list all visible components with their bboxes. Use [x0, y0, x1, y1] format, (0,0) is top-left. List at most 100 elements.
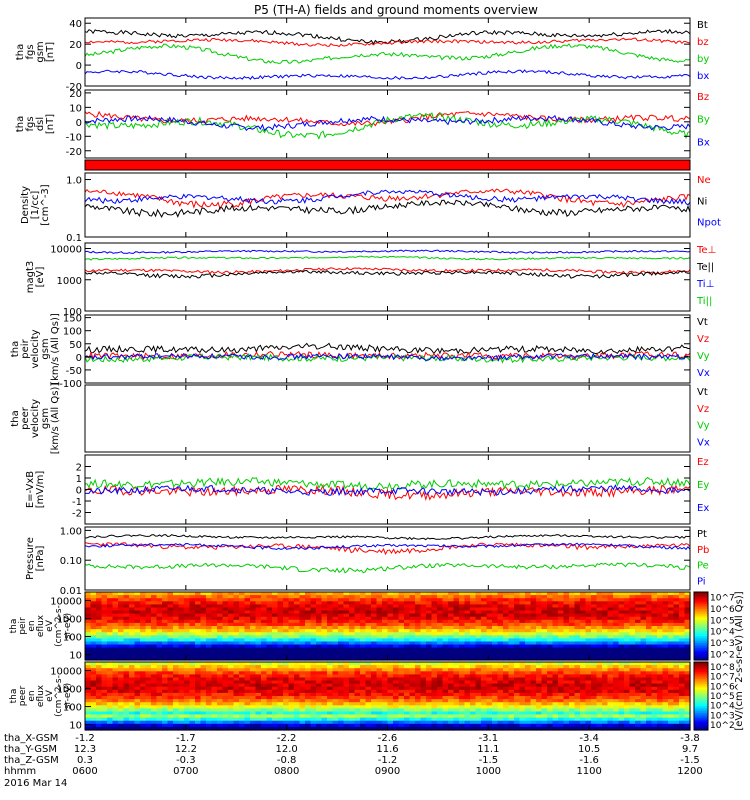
spectrogram-cell	[107, 665, 114, 669]
spectrogram-cell	[85, 699, 92, 703]
spectrogram-cell	[184, 610, 191, 615]
ylabel-line: [cm^-3]	[40, 184, 51, 225]
spectrogram-cell	[475, 641, 482, 646]
spectrogram-cell	[673, 629, 680, 633]
spectrogram-cell	[239, 717, 246, 722]
spectrogram-cell	[596, 711, 603, 716]
spectrogram-cell	[486, 686, 493, 691]
spectrogram-cell	[371, 595, 378, 599]
spectrogram-cell	[437, 726, 444, 731]
spectrogram-cell	[277, 638, 284, 643]
spectrogram-cell	[580, 653, 587, 658]
spectrogram-cell	[140, 607, 147, 612]
spectrogram-cell	[547, 595, 554, 599]
ylabel-line: tha	[15, 116, 26, 132]
spectrogram-cell	[112, 711, 119, 716]
spectrogram-cell	[459, 626, 466, 630]
spectrogram-cell	[442, 692, 449, 697]
spectrogram-cell	[90, 717, 97, 722]
spectrogram-cell	[393, 638, 400, 643]
spectrogram-cell	[360, 662, 367, 666]
colorbar-cell	[694, 627, 708, 630]
spectrogram-cell	[118, 619, 125, 624]
spectrogram-cell	[525, 702, 532, 706]
spectrogram-cell	[574, 613, 581, 618]
spectrogram-cell	[107, 607, 114, 612]
spectrogram-cell	[574, 726, 581, 731]
spectrogram-cell	[376, 662, 383, 666]
spectrogram-cell	[266, 714, 273, 719]
spectrogram-cell	[299, 641, 306, 646]
spectrogram-cell	[288, 662, 295, 666]
spectrogram-cell	[140, 595, 147, 599]
spectrogram-cell	[596, 592, 603, 596]
spectrogram-cell	[310, 626, 317, 630]
spectrogram-cell	[332, 653, 339, 658]
spectrogram-cell	[481, 604, 488, 609]
colorbar-cell	[694, 624, 708, 627]
spectrogram-cell	[420, 613, 427, 618]
spectrogram-cell	[519, 616, 526, 621]
spectrogram-cell	[574, 683, 581, 688]
spectrogram-cell	[585, 671, 592, 675]
spectrogram-cell	[420, 644, 427, 649]
spectrogram-cell	[338, 644, 345, 649]
spectrogram-cell	[332, 720, 339, 725]
spectrogram-cell	[261, 708, 268, 713]
spectrogram-cell	[349, 726, 356, 731]
spectrogram-cell	[140, 683, 147, 688]
spectrogram-cell	[497, 711, 504, 716]
spectrogram-cell	[426, 647, 433, 652]
spectrogram-cell	[651, 638, 658, 643]
spectrogram-cell	[228, 699, 235, 703]
spectrogram-cell	[481, 592, 488, 596]
spectrogram-cell	[101, 592, 108, 596]
spectrogram-cell	[162, 601, 169, 605]
spectrogram-cell	[640, 629, 647, 633]
spectrogram-cell	[431, 683, 438, 688]
spectrogram-cell	[162, 717, 169, 722]
spectrogram-cell	[107, 598, 114, 602]
spectrogram-cell	[376, 610, 383, 615]
spectrogram-cell	[283, 677, 290, 682]
spectrogram-cell	[580, 607, 587, 612]
spectrogram-cell	[673, 601, 680, 605]
spectrogram-cell	[222, 708, 229, 713]
spectrogram-cell	[547, 723, 554, 728]
spectrogram-cell	[338, 723, 345, 728]
spectrogram-cell	[448, 610, 455, 615]
spectrogram-cell	[173, 699, 180, 703]
spectrogram-cell	[657, 629, 664, 633]
spectrogram-cell	[591, 662, 598, 666]
spectrogram-cell	[310, 653, 317, 658]
spectrogram-cell	[415, 674, 422, 679]
spectrogram-cell	[316, 635, 323, 639]
spectrogram-cell	[228, 622, 235, 627]
spectrogram-cell	[255, 650, 262, 655]
spectrogram-cell	[310, 689, 317, 694]
spectrogram-cell	[239, 641, 246, 646]
spectrogram-cell	[156, 689, 163, 694]
spectrogram-cell	[145, 662, 152, 666]
spectrogram-cell	[448, 598, 455, 602]
spectrogram-cell	[519, 607, 526, 612]
spectrogram-cell	[442, 635, 449, 639]
spectrogram-cell	[492, 601, 499, 605]
spectrogram-cell	[261, 598, 268, 602]
spectrogram-cell	[552, 595, 559, 599]
spectrogram-cell	[156, 607, 163, 612]
spectrogram-cell	[266, 708, 273, 713]
spectrogram-cell	[244, 726, 251, 731]
spectrogram-cell	[96, 653, 103, 658]
spectrogram-cell	[585, 626, 592, 630]
spectrogram-cell	[173, 653, 180, 658]
spectrogram-cell	[96, 641, 103, 646]
spectrogram-cell	[195, 683, 202, 688]
spectrogram-cell	[101, 671, 108, 675]
spectrogram-cell	[640, 595, 647, 599]
spectrogram-cell	[613, 677, 620, 682]
spectrogram-cell	[563, 720, 570, 725]
spectrogram-cell	[470, 604, 477, 609]
spectrogram-cell	[255, 595, 262, 599]
spectrogram-cell	[404, 668, 411, 672]
